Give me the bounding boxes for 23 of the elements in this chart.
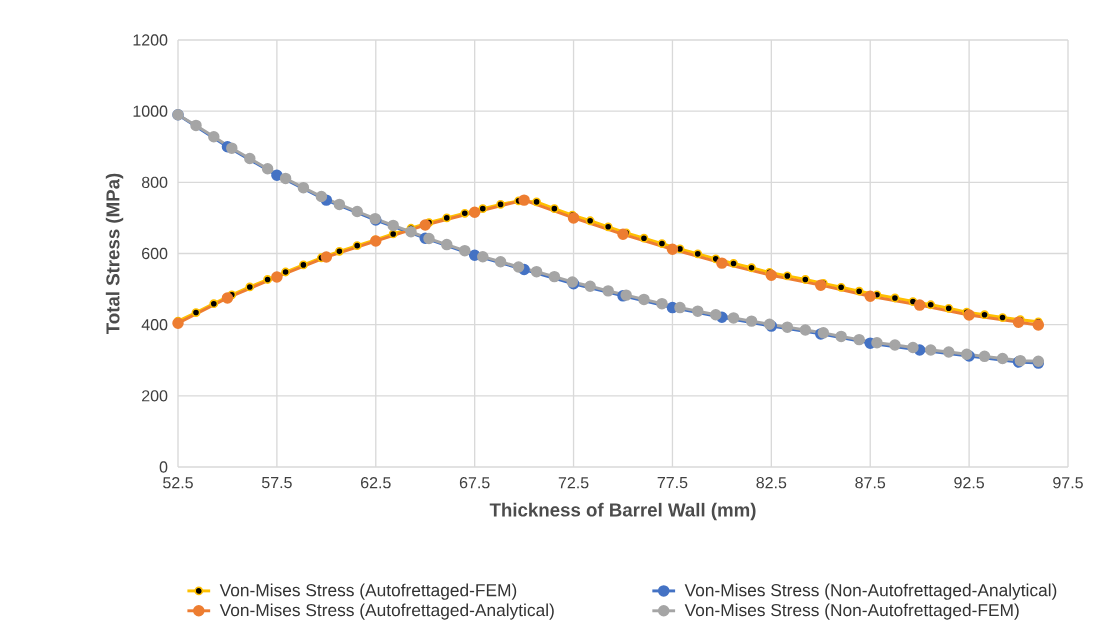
y-tick-label: 800	[141, 176, 168, 188]
x-tick-label: 52.5	[163, 477, 193, 489]
x-axis-title: Thickness of Barrel Wall (mm)	[489, 502, 756, 521]
legend-label: Von-Mises Stress (Autofrettaged-Analytical)	[219, 603, 554, 620]
x-tick-label: 87.5	[855, 477, 886, 489]
y-tick-label: 0	[159, 461, 168, 473]
x-tick-label: 67.5	[459, 477, 490, 489]
y-axis-title: Total Stress (MPa)	[105, 173, 124, 335]
x-tick-label: 62.5	[361, 477, 391, 489]
x-tick-label: 57.5	[261, 477, 292, 489]
x-tick-label: 82.5	[756, 477, 787, 489]
y-tick-label: 200	[142, 390, 168, 402]
x-tick-label: 72.5	[558, 477, 589, 489]
legend-label: Von-Mises Stress (Non-Autofrettaged-FEM)	[684, 603, 1019, 620]
x-tick-label: 77.5	[657, 477, 688, 489]
y-tick-label: 600	[142, 247, 168, 260]
x-tick-label: 92.5	[954, 477, 984, 489]
x-tick-label: 97.5	[1053, 477, 1083, 489]
y-tick-label: 1200	[133, 34, 168, 46]
y-tick-label: 400	[141, 319, 168, 331]
legend-label: Von-Mises Stress (Non-Autofrettaged-Analytical)	[684, 583, 1057, 600]
legend-label: Von-Mises Stress (Autofrettaged-FEM)	[219, 583, 517, 600]
y-tick-label: 1000	[133, 105, 168, 117]
